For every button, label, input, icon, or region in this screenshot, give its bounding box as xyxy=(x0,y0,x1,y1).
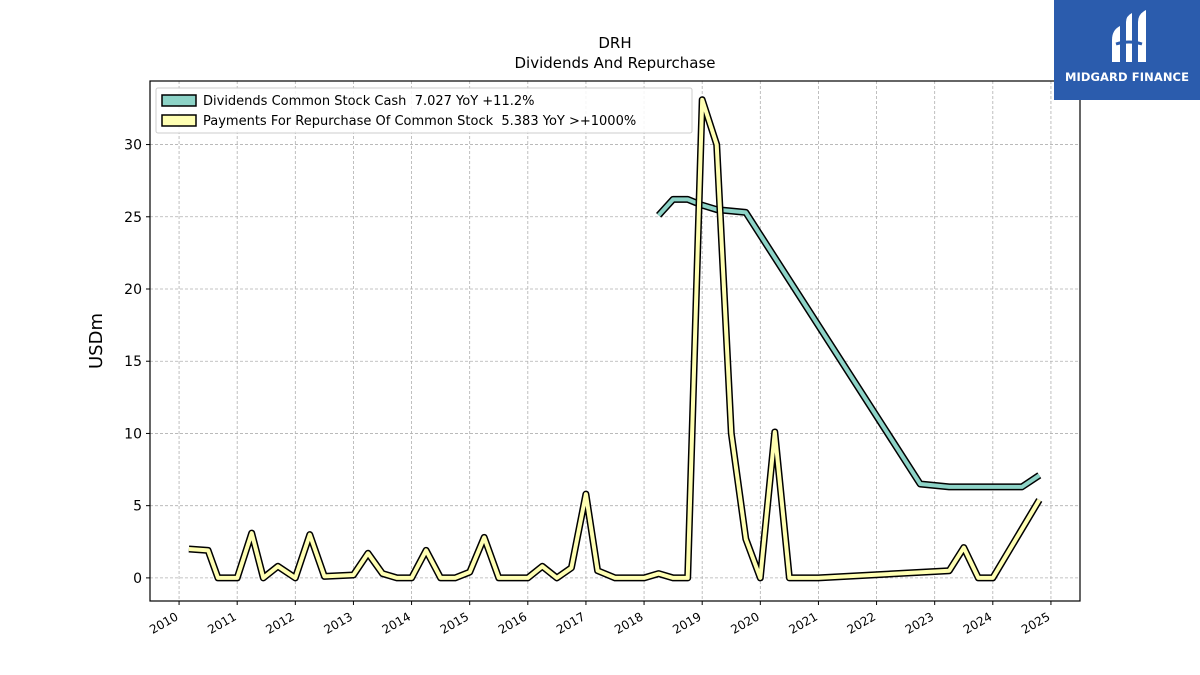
legend-swatch-repurchase xyxy=(161,114,197,127)
axes: 2010 2011 2012 2013 2014 2015 2016 2017 2018 2019… xyxy=(124,138,1052,637)
x-tick-label: 2015 xyxy=(438,609,471,636)
legend-label-dividends: Dividends Common Stock Cash 7.027 YoY +1… xyxy=(203,94,534,109)
y-tick-label: 25 xyxy=(124,210,142,226)
logo-text: MIDGARD FINANCE xyxy=(1064,70,1190,84)
logo-mark-icon xyxy=(1112,10,1146,62)
x-tick-label: 2013 xyxy=(321,609,354,636)
x-tick-label: 2020 xyxy=(728,609,761,636)
x-tick-label: 2011 xyxy=(205,609,238,636)
x-tick-label: 2025 xyxy=(1019,609,1052,636)
series-layer xyxy=(188,96,1043,582)
chart-title: DRH xyxy=(598,34,631,52)
legend-label-repurchase: Payments For Repurchase Of Common Stock … xyxy=(203,114,636,129)
chart-subtitle: Dividends And Repurchase xyxy=(514,54,715,72)
series-outline-repurchase xyxy=(188,96,1043,582)
x-tick-label: 2017 xyxy=(554,609,587,636)
x-tick-label: 2018 xyxy=(612,609,645,636)
y-tick-label: 0 xyxy=(133,571,142,587)
x-tick-label: 2012 xyxy=(263,609,296,636)
x-tick-label: 2023 xyxy=(903,609,936,636)
legend-swatch-dividends xyxy=(161,94,197,107)
plot-frame xyxy=(149,80,1081,602)
brand-logo: MIDGARD FINANCE xyxy=(1054,0,1200,100)
x-tick-label: 2024 xyxy=(961,609,994,636)
series-outline-dividends xyxy=(656,195,1042,491)
y-axis-label: USDm xyxy=(86,313,107,369)
y-tick-label: 10 xyxy=(124,426,142,442)
x-tick-label: 2014 xyxy=(380,609,413,636)
x-tick-label: 2019 xyxy=(670,609,703,636)
series-line-repurchase xyxy=(188,97,1042,580)
y-tick-label: 5 xyxy=(133,499,142,515)
x-tick-label: 2022 xyxy=(845,609,878,636)
grid xyxy=(150,81,1080,601)
y-tick-label: 20 xyxy=(124,282,142,298)
x-tick-label: 2010 xyxy=(147,609,180,636)
legend: Dividends Common Stock Cash 7.027 YoY +1… xyxy=(155,87,693,134)
x-tick-label: 2021 xyxy=(786,609,819,636)
legend-box xyxy=(155,87,693,134)
x-tick-label: 2016 xyxy=(496,609,529,636)
series-line-dividends xyxy=(657,197,1041,489)
y-tick-label: 15 xyxy=(124,354,142,370)
y-tick-label: 30 xyxy=(124,138,142,154)
